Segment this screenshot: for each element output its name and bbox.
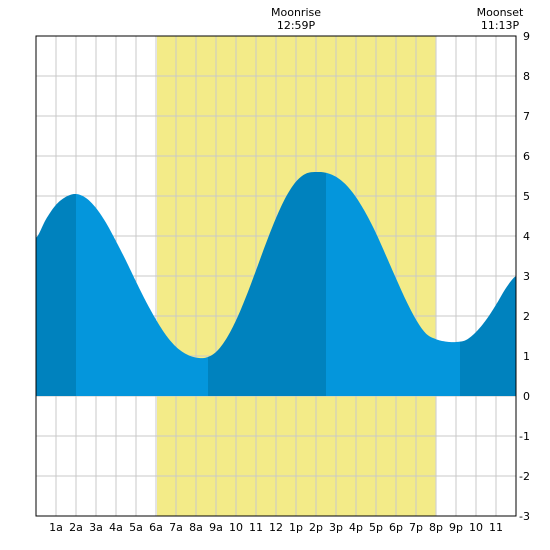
x-tick-label: 10	[229, 521, 243, 534]
y-tick-label: -3	[519, 510, 530, 523]
moonset-label: Moonset	[477, 6, 524, 19]
y-tick-label: 2	[523, 310, 530, 323]
x-axis-tick-labels: 1a 2a 3a 4a 5a 6a 7a 8a 9a 10 11 12 1p 2p 3p 4p 5p 6p 7p 8p…	[49, 521, 503, 534]
y-tick-label: 4	[523, 230, 530, 243]
x-tick-label: 3a	[89, 521, 103, 534]
x-tick-label: 1p	[289, 521, 303, 534]
y-tick-label: -2	[519, 470, 530, 483]
moonrise-time: 12:59P	[277, 19, 316, 32]
x-tick-label: 10	[469, 521, 483, 534]
tide-area	[36, 171, 516, 396]
x-tick-label: 6p	[389, 521, 403, 534]
x-tick-label: 7a	[169, 521, 183, 534]
x-tick-label: 4p	[349, 521, 363, 534]
x-tick-label: 9a	[209, 521, 223, 534]
y-tick-label: 1	[523, 350, 530, 363]
falling-tide-area	[326, 172, 460, 396]
x-tick-label: 5a	[129, 521, 143, 534]
x-tick-label: 11	[249, 521, 263, 534]
y-axis-tick-labels: 9 8 7 6 5 4 3 2 1 0 -1 -2 -3	[519, 30, 530, 523]
x-tick-label: 2a	[69, 521, 83, 534]
x-tick-label: 8a	[189, 521, 203, 534]
moonset-time: 11:13P	[481, 19, 520, 32]
x-tick-label: 12	[269, 521, 283, 534]
x-tick-label: 1a	[49, 521, 63, 534]
rising-tide-area	[460, 276, 516, 396]
x-tick-label: 11	[489, 521, 503, 534]
y-tick-label: 0	[523, 390, 530, 403]
y-tick-label: 7	[523, 110, 530, 123]
y-tick-label: 8	[523, 70, 530, 83]
x-tick-label: 2p	[309, 521, 323, 534]
plot-frame	[35, 35, 517, 517]
moonrise-label: Moonrise	[271, 6, 321, 19]
x-tick-label: 5p	[369, 521, 383, 534]
y-tick-label: -1	[519, 430, 530, 443]
x-tick-label: 4a	[109, 521, 123, 534]
x-tick-label: 6a	[149, 521, 163, 534]
rising-tide-area	[36, 193, 76, 396]
y-tick-label: 9	[523, 30, 530, 43]
x-tick-label: 8p	[429, 521, 443, 534]
x-tick-label: 9p	[449, 521, 463, 534]
x-tick-label: 7p	[409, 521, 423, 534]
y-tick-label: 5	[523, 190, 530, 203]
falling-tide-area	[76, 194, 208, 396]
y-tick-label: 3	[523, 270, 530, 283]
rising-tide-area	[208, 171, 326, 396]
x-tick-label: 3p	[329, 521, 343, 534]
y-tick-label: 6	[523, 150, 530, 163]
